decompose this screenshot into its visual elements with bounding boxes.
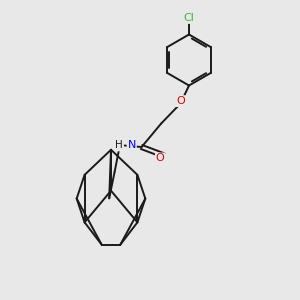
Text: H: H (115, 140, 123, 151)
Text: O: O (156, 153, 165, 164)
Text: N: N (128, 140, 136, 151)
Text: O: O (176, 96, 185, 106)
Text: Cl: Cl (184, 13, 194, 23)
